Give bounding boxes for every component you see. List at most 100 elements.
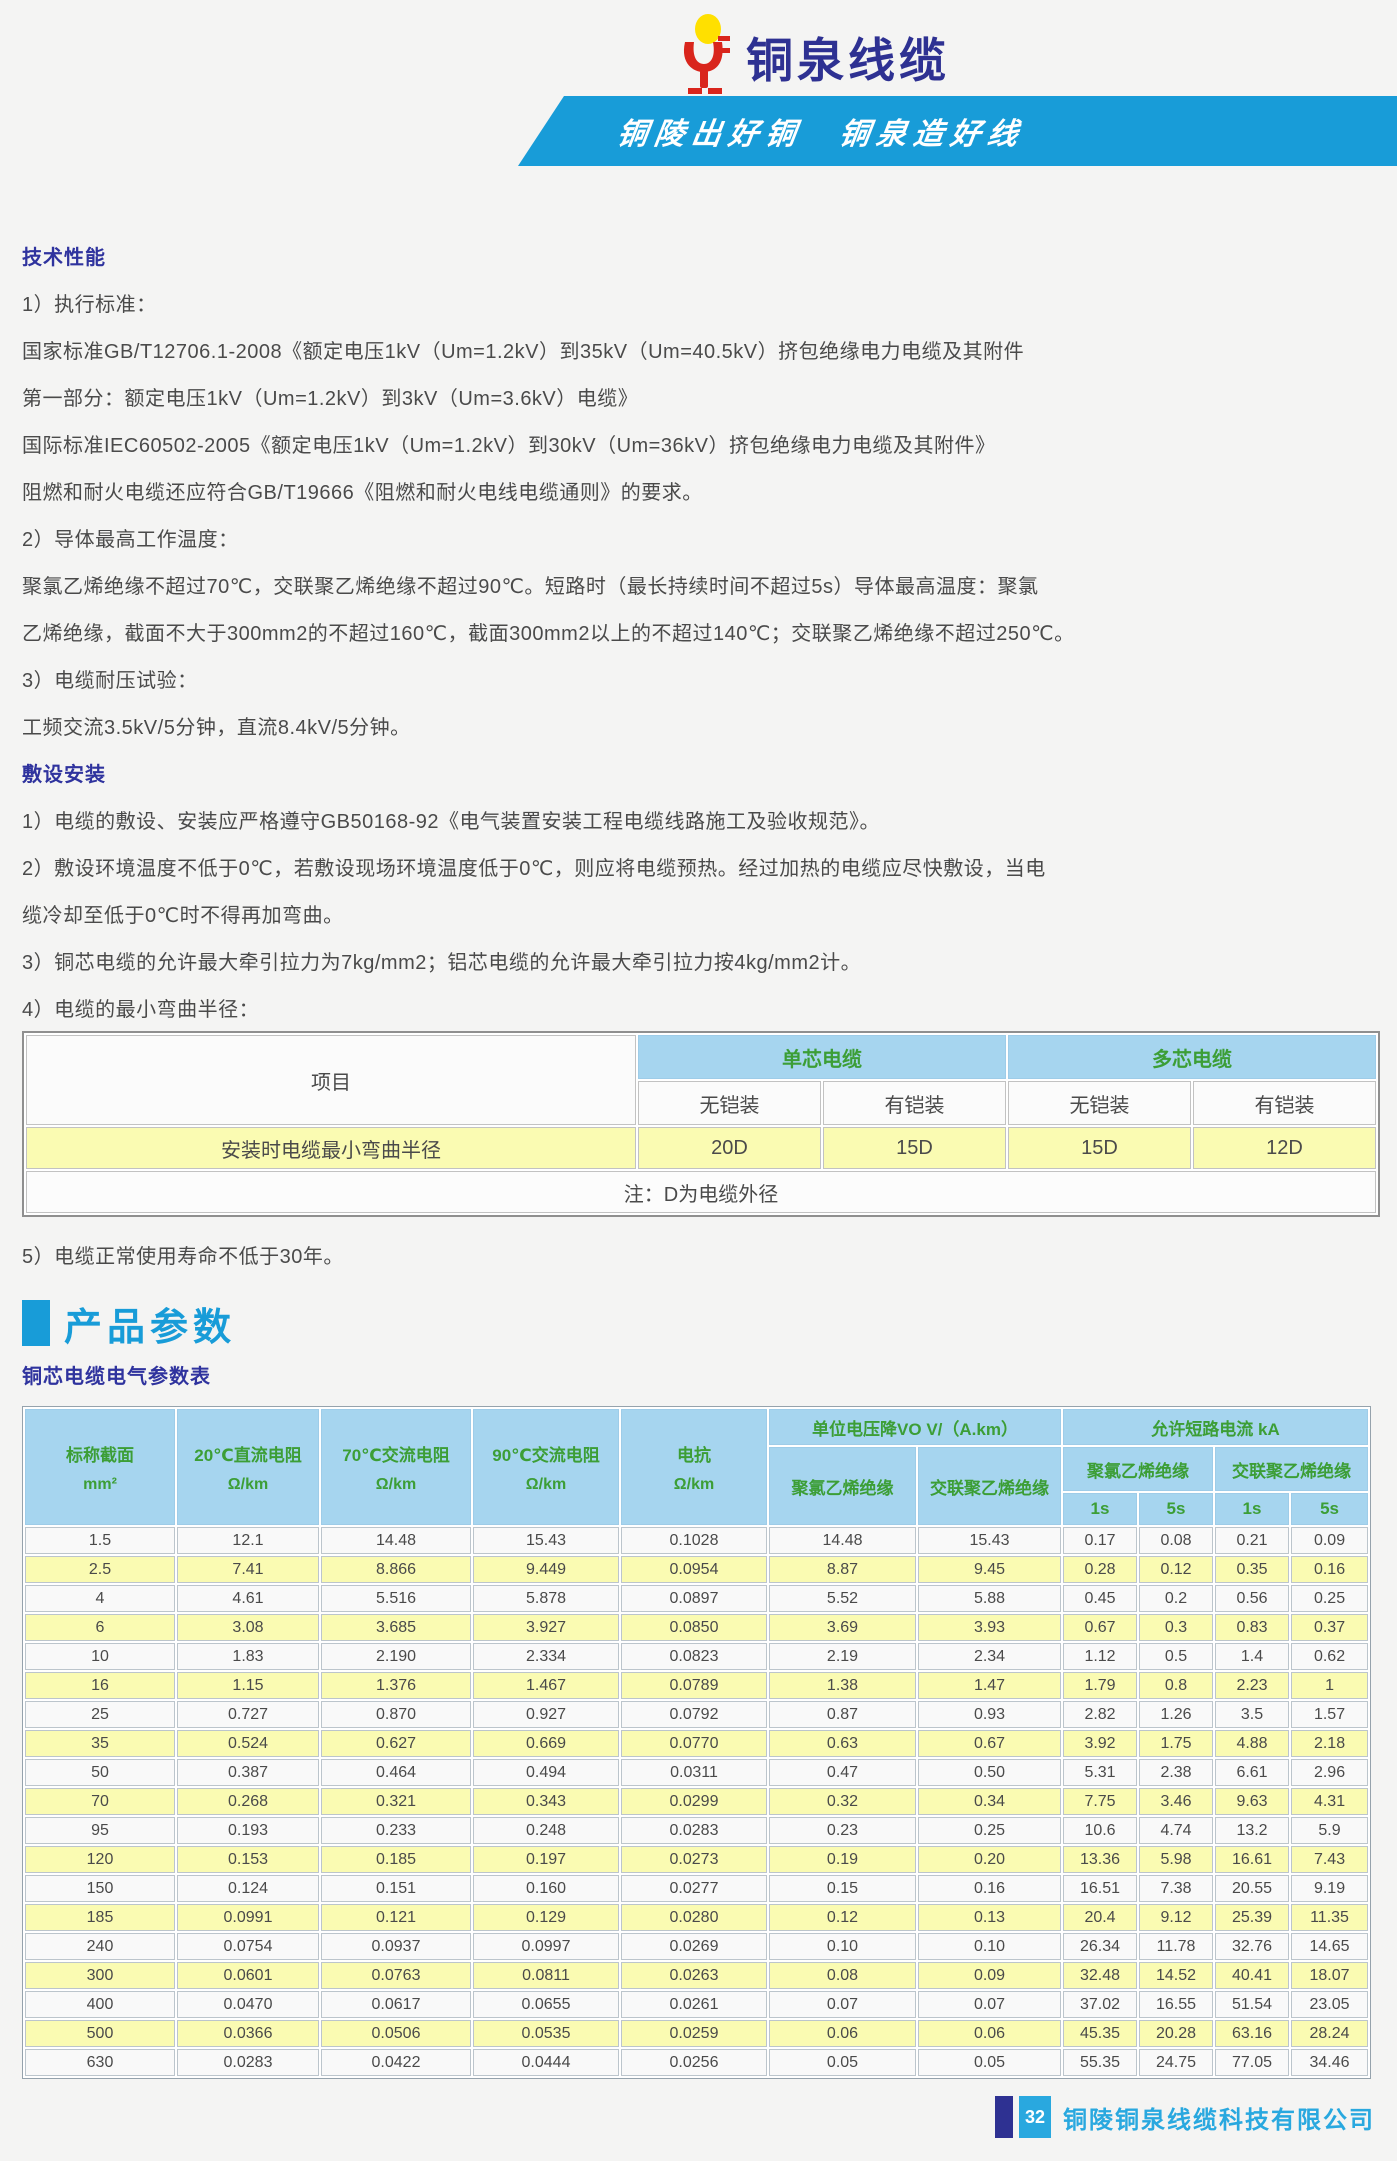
params-table-cell: 0.0506 [321, 2020, 471, 2047]
params-table-cell: 14.48 [321, 1527, 471, 1554]
params-table-cell: 0.160 [473, 1875, 619, 1902]
bend-col-item: 项目 [26, 1035, 636, 1125]
params-table-cell: 7.75 [1063, 1788, 1138, 1815]
params-table-cell: 0.129 [473, 1904, 619, 1931]
params-table-cell: 0.0261 [621, 1991, 767, 2018]
tech-line: 阻燃和耐火电缆还应符合GB/T19666《阻燃和耐火电线电缆通则》的要求。 [22, 482, 703, 504]
params-table-cell: 1.12 [1063, 1643, 1138, 1670]
params-table-cell: 0.0470 [177, 1991, 319, 2018]
params-table-cell: 0.16 [1291, 1556, 1369, 1583]
params-table-cell: 3.93 [918, 1614, 1062, 1641]
params-table-row: 150 0.124 0.151 0.160 0.0277 0.15 0.16 16.51 7.3… [25, 1875, 1369, 1902]
params-table-cell: 23.05 [1291, 1991, 1369, 2018]
params-table-cell: 0.0850 [621, 1614, 767, 1641]
params-table-cell: 8.87 [769, 1556, 916, 1583]
bend-group-single-core: 单芯电缆 [638, 1035, 1006, 1079]
heading-square-icon [22, 1300, 50, 1346]
params-table-row: 240 0.0754 0.0937 0.0997 0.0269 0.10 0.10 26.34… [25, 1933, 1369, 1960]
params-table-cell: 0.13 [918, 1904, 1062, 1931]
params-table-cell: 51.54 [1215, 1991, 1290, 2018]
params-table-cell: 0.8 [1139, 1672, 1214, 1699]
params-table-cell: 2.190 [321, 1643, 471, 1670]
col-header-section: 标称截面 mm² [25, 1409, 175, 1525]
params-table-cell: 9.19 [1291, 1875, 1369, 1902]
params-table-cell: 0.21 [1215, 1527, 1290, 1554]
params-table-cell: 0.124 [177, 1875, 319, 1902]
params-table-cell: 0.28 [1063, 1556, 1138, 1583]
params-table-cell: 4.61 [177, 1585, 319, 1612]
params-table-row: 300 0.0601 0.0763 0.0811 0.0263 0.08 0.09 32.48… [25, 1962, 1369, 1989]
params-table-cell: 0.25 [918, 1817, 1062, 1844]
params-table-cell: 0.2 [1139, 1585, 1214, 1612]
params-table-cell: 0.0897 [621, 1585, 767, 1612]
params-table-cell: 0.387 [177, 1759, 319, 1786]
params-table-cell: 0.0422 [321, 2049, 471, 2076]
params-table-cell: 0.0991 [177, 1904, 319, 1931]
install-line: 4）电缆的最小弯曲半径： [22, 999, 260, 1021]
col-group-short-circuit: 允许短路电流 kA [1063, 1409, 1369, 1445]
tech-line: 聚氯乙烯绝缘不超过70℃，交联聚乙烯绝缘不超过90℃。短路时（最长持续时间不超过… [22, 576, 1039, 598]
params-table-cell: 7.43 [1291, 1846, 1369, 1873]
tech-line: 3）电缆耐压试验： [22, 670, 198, 692]
params-table-cell: 0.05 [918, 2049, 1062, 2076]
params-table-cell: 25 [25, 1701, 175, 1728]
params-table-cell: 4.74 [1139, 1817, 1214, 1844]
params-table-cell: 0.05 [769, 2049, 916, 2076]
params-table-cell: 6 [25, 1614, 175, 1641]
params-table-row: 500 0.0366 0.0506 0.0535 0.0259 0.06 0.06 45.35… [25, 2020, 1369, 2047]
params-table-row: 4 4.61 5.516 5.878 0.0897 5.52 5.88 0.45 0.2 0.56… [25, 1585, 1369, 1612]
params-table-cell: 0.0997 [473, 1933, 619, 1960]
params-table-cell: 0.83 [1215, 1614, 1290, 1641]
params-table-cell: 63.16 [1215, 2020, 1290, 2047]
params-table-cell: 0.927 [473, 1701, 619, 1728]
page-footer: 32 铜陵铜泉线缆科技有限公司 [995, 2096, 1375, 2138]
params-table-cell: 0.10 [918, 1933, 1062, 1960]
brand-header: 铜泉线缆 [672, 12, 950, 101]
params-table-cell: 3.927 [473, 1614, 619, 1641]
params-table-cell: 13.36 [1063, 1846, 1138, 1873]
params-table-cell: 0.17 [1063, 1527, 1138, 1554]
params-table-cell: 28.24 [1291, 2020, 1369, 2047]
bend-value: 12D [1193, 1127, 1376, 1169]
params-table-row: 25 0.727 0.870 0.927 0.0792 0.87 0.93 2.82 1.26 3… [25, 1701, 1369, 1728]
params-table-cell: 0.524 [177, 1730, 319, 1757]
params-table-cell: 0.153 [177, 1846, 319, 1873]
params-table-cell: 20.28 [1139, 2020, 1214, 2047]
params-table-cell: 1.26 [1139, 1701, 1214, 1728]
vd-sub-xlpe: 交联聚乙烯绝缘 [918, 1447, 1062, 1525]
params-table-cell: 0.0792 [621, 1701, 767, 1728]
params-table-cell: 0.321 [321, 1788, 471, 1815]
params-table-cell: 1.38 [769, 1672, 916, 1699]
params-table-cell: 11.35 [1291, 1904, 1369, 1931]
params-table-cell: 0.1028 [621, 1527, 767, 1554]
params-table-cell: 400 [25, 1991, 175, 2018]
params-table-cell: 0.87 [769, 1701, 916, 1728]
params-table-cell: 15.43 [918, 1527, 1062, 1554]
params-table-row: 185 0.0991 0.121 0.129 0.0280 0.12 0.13 20.4 9.1… [25, 1904, 1369, 1931]
params-table-row: 70 0.268 0.321 0.343 0.0299 0.32 0.34 7.75 3.46 9… [25, 1788, 1369, 1815]
params-table-cell: 15.43 [473, 1527, 619, 1554]
params-table-cell: 0.08 [1139, 1527, 1214, 1554]
params-table-cell: 25.39 [1215, 1904, 1290, 1931]
params-table-cell: 3.92 [1063, 1730, 1138, 1757]
params-table-cell: 0.0277 [621, 1875, 767, 1902]
params-table-row: 95 0.193 0.233 0.248 0.0283 0.23 0.25 10.6 4.74 1… [25, 1817, 1369, 1844]
params-table-row: 50 0.387 0.464 0.494 0.0311 0.47 0.50 5.31 2.38 6… [25, 1759, 1369, 1786]
tech-line: 1）执行标准： [22, 294, 157, 316]
params-table-cell: 0.16 [918, 1875, 1062, 1902]
install-line: 1）电缆的敷设、安装应严格遵守GB50168-92《电气装置安装工程电缆线路施工… [22, 811, 881, 833]
params-table-cell: 0.494 [473, 1759, 619, 1786]
params-table-cell: 5.516 [321, 1585, 471, 1612]
params-table-cell: 3.46 [1139, 1788, 1214, 1815]
bend-row-label: 安装时电缆最小弯曲半径 [26, 1127, 636, 1169]
params-table-cell: 0.343 [473, 1788, 619, 1815]
params-table-cell: 1.47 [918, 1672, 1062, 1699]
params-table-cell: 14.52 [1139, 1962, 1214, 1989]
bend-note: 注：D为电缆外径 [26, 1171, 1376, 1213]
params-table-cell: 0.0280 [621, 1904, 767, 1931]
params-table-cell: 4.31 [1291, 1788, 1369, 1815]
params-table-cell: 0.37 [1291, 1614, 1369, 1641]
params-table-cell: 4.88 [1215, 1730, 1290, 1757]
bend-sub-header: 有铠装 [1193, 1081, 1376, 1125]
params-table-cell: 1.5 [25, 1527, 175, 1554]
